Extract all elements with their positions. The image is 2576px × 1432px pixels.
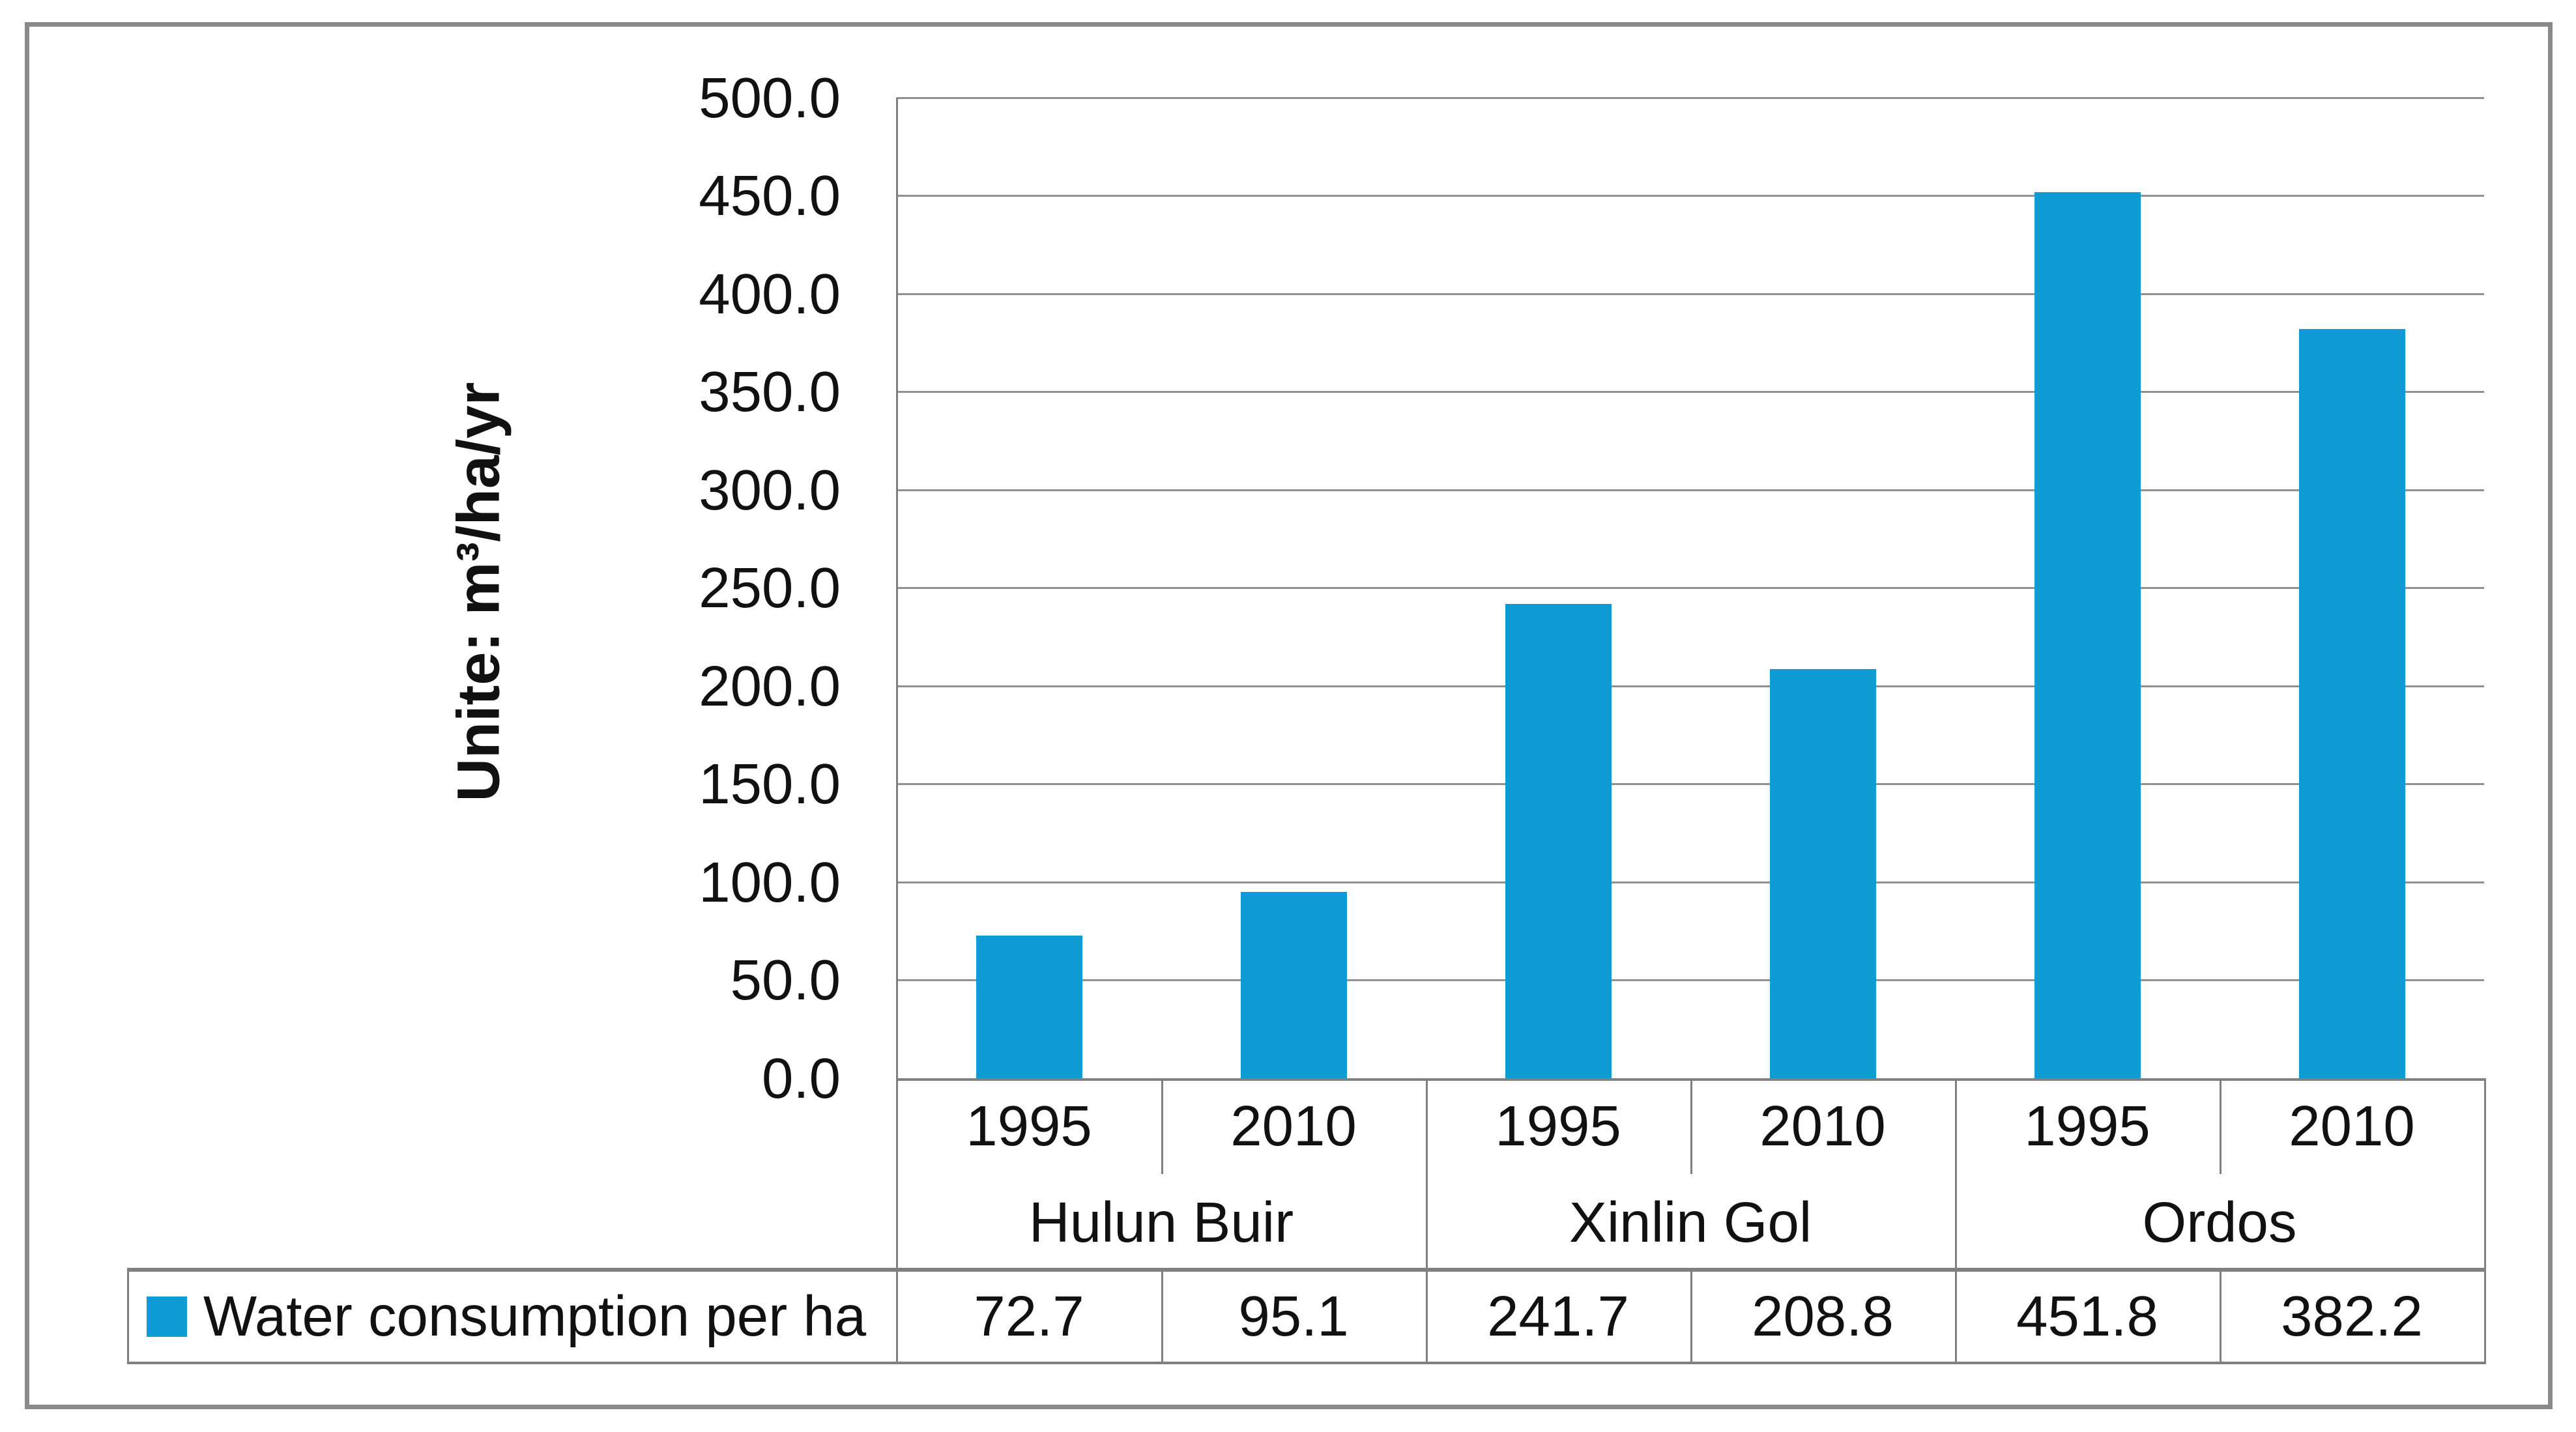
table-cell-divider bbox=[2220, 1270, 2221, 1362]
legend-label: Water consumption per ha bbox=[203, 1284, 867, 1348]
y-axis-title: Unite: m³/ha/yr bbox=[445, 382, 512, 802]
year-divider bbox=[1161, 1078, 1163, 1174]
region-divider bbox=[1955, 1078, 1957, 1270]
bar-xinlin-gol-2010 bbox=[1769, 668, 1876, 1078]
table-top-border bbox=[127, 1268, 2486, 1272]
legend-color-swatch bbox=[147, 1296, 187, 1337]
table-cell-divider bbox=[1161, 1270, 1163, 1362]
year-divider bbox=[1690, 1078, 1692, 1174]
table-cell-divider bbox=[1955, 1270, 1957, 1362]
bar-ordos-1995 bbox=[2034, 192, 2141, 1078]
x-axis-year-label: 1995 bbox=[1495, 1095, 1621, 1158]
y-axis-line bbox=[896, 98, 898, 1362]
x-axis-year-label: 2010 bbox=[1230, 1095, 1357, 1158]
y-axis-tick-label: 400.0 bbox=[699, 262, 841, 326]
bar-hulun-buir-2010 bbox=[1240, 891, 1347, 1078]
x-axis-region-label: Xinlin Gol bbox=[1569, 1190, 1812, 1254]
gridline bbox=[897, 881, 2484, 883]
bar-xinlin-gol-1995 bbox=[1505, 604, 1612, 1078]
chart-outer-border bbox=[25, 22, 2553, 1409]
y-axis-tick-label: 300.0 bbox=[699, 458, 841, 522]
gridline bbox=[897, 979, 2484, 981]
y-axis-tick-label: 200.0 bbox=[699, 654, 841, 718]
gridline bbox=[897, 587, 2484, 589]
y-axis-tick-label: 450.0 bbox=[699, 164, 841, 227]
bar-ordos-2010 bbox=[2298, 328, 2405, 1078]
gridline bbox=[897, 391, 2484, 393]
table-value-cell: 95.1 bbox=[1238, 1284, 1349, 1348]
table-cell-divider bbox=[1690, 1270, 1692, 1362]
bar-hulun-buir-1995 bbox=[976, 936, 1082, 1078]
table-value-cell: 72.7 bbox=[974, 1284, 1084, 1348]
y-axis-tick-label: 250.0 bbox=[699, 556, 841, 620]
y-axis-tick-label: 50.0 bbox=[730, 949, 841, 1012]
table-value-cell: 241.7 bbox=[1487, 1284, 1629, 1348]
y-axis-tick-label: 100.0 bbox=[699, 850, 841, 914]
x-axis-year-label: 2010 bbox=[2289, 1095, 2415, 1158]
gridline bbox=[897, 96, 2484, 99]
x-axis-year-label: 2010 bbox=[1759, 1095, 1886, 1158]
table-value-cell: 451.8 bbox=[2016, 1284, 2158, 1348]
year-divider bbox=[2220, 1078, 2221, 1174]
x-axis-year-label: 1995 bbox=[2024, 1095, 2150, 1158]
gridline bbox=[897, 685, 2484, 687]
category-box-right-border bbox=[2484, 1078, 2486, 1362]
y-axis-tick-label: 150.0 bbox=[699, 752, 841, 816]
gridline bbox=[897, 293, 2484, 295]
y-axis-tick-label: 500.0 bbox=[699, 66, 841, 130]
gridline bbox=[897, 783, 2484, 785]
x-axis-region-label: Ordos bbox=[2142, 1190, 2297, 1254]
gridline bbox=[897, 489, 2484, 491]
region-divider bbox=[1426, 1078, 1428, 1270]
x-axis-region-label: Hulun Buir bbox=[1028, 1190, 1294, 1254]
table-cell-divider bbox=[1426, 1270, 1428, 1362]
table-value-cell: 208.8 bbox=[1752, 1284, 1894, 1348]
table-left-border bbox=[127, 1270, 129, 1362]
y-axis-tick-label: 350.0 bbox=[699, 360, 841, 423]
x-axis-year-label: 1995 bbox=[966, 1095, 1092, 1158]
y-axis-tick-label: 0.0 bbox=[762, 1046, 841, 1110]
table-bottom-border bbox=[127, 1362, 2486, 1364]
gridline bbox=[897, 195, 2484, 197]
table-value-cell: 382.2 bbox=[2281, 1284, 2423, 1348]
